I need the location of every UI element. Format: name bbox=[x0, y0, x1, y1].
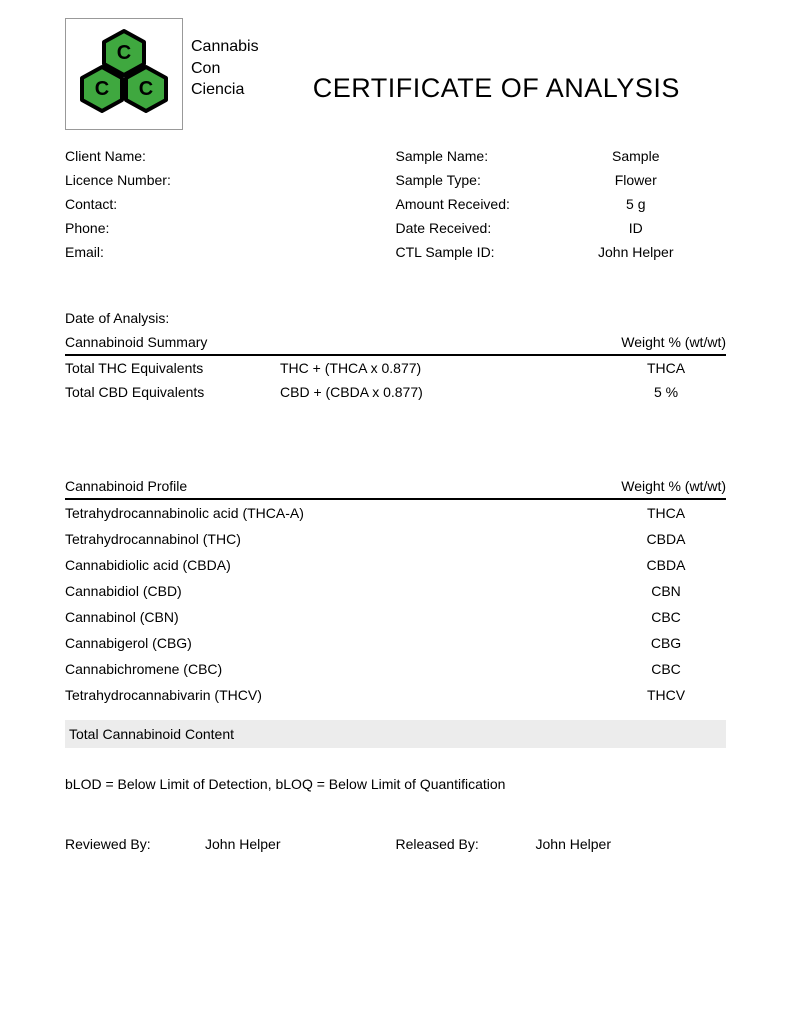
brand-line3: Ciencia bbox=[191, 79, 259, 101]
svg-text:C: C bbox=[117, 42, 131, 64]
profile-value: CBDA bbox=[606, 531, 726, 547]
client-name-label: Client Name: bbox=[65, 148, 215, 164]
profile-value: THCV bbox=[606, 687, 726, 703]
released-by-label: Released By: bbox=[396, 836, 536, 852]
profile-value: THCA bbox=[606, 505, 726, 521]
summary-formula: CBD + (CBDA x 0.877) bbox=[280, 384, 606, 400]
reviewed-by-value: John Helper bbox=[205, 836, 281, 852]
profile-value: CBG bbox=[606, 635, 726, 651]
profile-row: Tetrahydrocannabinolic acid (THCA-A) THCA bbox=[65, 500, 726, 526]
svg-text:C: C bbox=[139, 78, 153, 100]
brand-line1: Cannabis bbox=[191, 36, 259, 58]
profile-label: Tetrahydrocannabinol (THC) bbox=[65, 531, 241, 547]
summary-value: 5 % bbox=[606, 384, 726, 400]
licence-label: Licence Number: bbox=[65, 172, 215, 188]
email-label: Email: bbox=[65, 244, 215, 260]
header: C C C Cannabis Con Ciencia CERTIFICATE O… bbox=[65, 18, 726, 130]
summary-label: Total CBD Equivalents bbox=[65, 384, 280, 400]
analysis-date-row: Date of Analysis: bbox=[65, 306, 726, 330]
profile-header: Cannabinoid Profile Weight % (wt/wt) bbox=[65, 478, 726, 500]
reviewed-by-label: Reviewed By: bbox=[65, 836, 205, 852]
signoff-row: Reviewed By: John Helper Released By: Jo… bbox=[65, 836, 726, 852]
summary-row: Total THC EquivalentsTHC + (THCA x 0.877… bbox=[65, 356, 726, 380]
summary-formula: THC + (THCA x 0.877) bbox=[280, 360, 606, 376]
sample-type-label: Sample Type: bbox=[396, 172, 546, 188]
ctl-id-value: John Helper bbox=[546, 244, 727, 260]
logo: C C C bbox=[65, 18, 183, 130]
profile-row: Cannabidiol (CBD) CBN bbox=[65, 578, 726, 604]
brand-text: Cannabis Con Ciencia bbox=[191, 18, 259, 101]
profile-label: Cannabigerol (CBG) bbox=[65, 635, 192, 651]
profile-label: Cannabichromene (CBC) bbox=[65, 661, 222, 677]
summary-label: Total THC Equivalents bbox=[65, 360, 280, 376]
summary-header: Cannabinoid Summary Weight % (wt/wt) bbox=[65, 334, 726, 356]
profile-label: Tetrahydrocannabivarin (THCV) bbox=[65, 687, 262, 703]
profile-value: CBC bbox=[606, 661, 726, 677]
profile-row: Tetrahydrocannabivarin (THCV) THCV bbox=[65, 682, 726, 708]
client-info: Client Name: Licence Number: Contact: Ph… bbox=[65, 148, 396, 268]
sample-name-label: Sample Name: bbox=[396, 148, 546, 164]
sample-info: Sample Name:Sample Sample Type:Flower Am… bbox=[396, 148, 727, 268]
profile-label: Tetrahydrocannabinolic acid (THCA-A) bbox=[65, 505, 304, 521]
profile-value: CBDA bbox=[606, 557, 726, 573]
profile-header-right: Weight % (wt/wt) bbox=[621, 478, 726, 494]
footnote: bLOD = Below Limit of Detection, bLOQ = … bbox=[65, 776, 726, 792]
profile-value: CBC bbox=[606, 609, 726, 625]
profile-value: CBN bbox=[606, 583, 726, 599]
info-block: Client Name: Licence Number: Contact: Ph… bbox=[65, 148, 726, 268]
released-by-value: John Helper bbox=[536, 836, 612, 852]
total-label: Total Cannabinoid Content bbox=[69, 726, 234, 742]
profile-label: Cannabinol (CBN) bbox=[65, 609, 179, 625]
summary-row: Total CBD EquivalentsCBD + (CBDA x 0.877… bbox=[65, 380, 726, 404]
summary-rows: Total THC EquivalentsTHC + (THCA x 0.877… bbox=[65, 356, 726, 404]
phone-label: Phone: bbox=[65, 220, 215, 236]
analysis-date-label: Date of Analysis: bbox=[65, 310, 169, 326]
ctl-id-label: CTL Sample ID: bbox=[396, 244, 546, 260]
logo-hex-icon: C C C bbox=[74, 27, 174, 121]
brand-line2: Con bbox=[191, 58, 259, 80]
profile-row: Tetrahydrocannabinol (THC) CBDA bbox=[65, 526, 726, 552]
certificate-title: CERTIFICATE OF ANALYSIS bbox=[267, 18, 726, 104]
profile-row: Cannabidiolic acid (CBDA) CBDA bbox=[65, 552, 726, 578]
sample-name-value: Sample bbox=[546, 148, 727, 164]
amount-label: Amount Received: bbox=[396, 196, 546, 212]
profile-label: Cannabidiol (CBD) bbox=[65, 583, 182, 599]
profile-row: Cannabigerol (CBG) CBG bbox=[65, 630, 726, 656]
profile-row: Cannabinol (CBN) CBC bbox=[65, 604, 726, 630]
date-received-value: ID bbox=[546, 220, 727, 236]
contact-label: Contact: bbox=[65, 196, 215, 212]
profile-label: Cannabidiolic acid (CBDA) bbox=[65, 557, 231, 573]
svg-text:C: C bbox=[95, 78, 109, 100]
date-received-label: Date Received: bbox=[396, 220, 546, 236]
profile-rows: Tetrahydrocannabinolic acid (THCA-A) THCA… bbox=[65, 500, 726, 708]
sample-type-value: Flower bbox=[546, 172, 727, 188]
total-cannabinoid-bar: Total Cannabinoid Content bbox=[65, 720, 726, 748]
profile-header-left: Cannabinoid Profile bbox=[65, 478, 187, 494]
summary-value: THCA bbox=[606, 360, 726, 376]
summary-header-left: Cannabinoid Summary bbox=[65, 334, 207, 350]
amount-value: 5 g bbox=[546, 196, 727, 212]
summary-header-right: Weight % (wt/wt) bbox=[621, 334, 726, 350]
profile-row: Cannabichromene (CBC) CBC bbox=[65, 656, 726, 682]
